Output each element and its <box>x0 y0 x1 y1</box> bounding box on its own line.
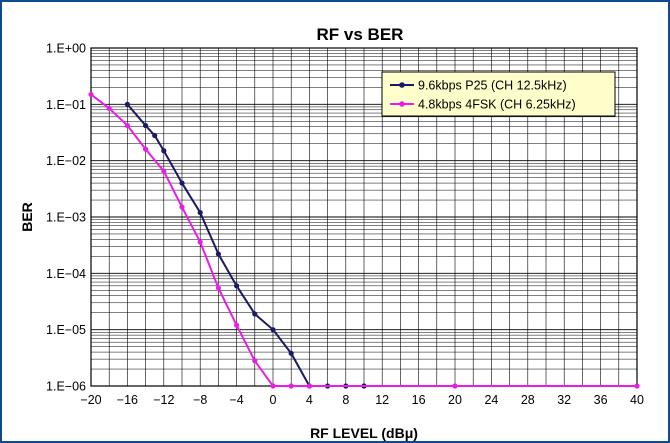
x-tick-label: −12 <box>153 393 174 407</box>
data-point <box>306 383 312 389</box>
data-point <box>143 122 149 129</box>
x-tick-label: 24 <box>484 393 498 407</box>
data-point <box>234 322 240 328</box>
y-tick-label: 1.E+00 <box>46 42 86 56</box>
x-tick-label: 12 <box>375 393 389 407</box>
x-tick-label: 40 <box>630 393 644 407</box>
x-tick-label: 0 <box>270 393 277 407</box>
data-point <box>179 180 185 186</box>
data-point <box>252 358 258 364</box>
x-tick-label: 20 <box>448 393 462 407</box>
data-point <box>152 132 158 139</box>
data-point <box>124 101 130 107</box>
x-tick-label: −4 <box>229 393 243 407</box>
series-layer <box>88 91 640 389</box>
y-tick-label: 1.E−04 <box>46 267 86 281</box>
x-tick-label: 28 <box>521 393 535 407</box>
x-tick-label: 36 <box>594 393 608 407</box>
data-point <box>270 327 276 333</box>
x-tick-label: 16 <box>412 393 426 407</box>
x-tick-label: 32 <box>557 393 571 407</box>
y-tick-label: 1.E−06 <box>46 380 86 394</box>
data-point <box>88 91 94 98</box>
legend-box <box>381 71 616 117</box>
data-point <box>288 350 294 356</box>
data-point <box>288 383 294 389</box>
x-tick-label: −8 <box>193 393 207 407</box>
x-tick-label: 4 <box>306 393 313 407</box>
data-point <box>452 383 458 389</box>
y-axis-label: BER <box>19 202 35 232</box>
data-point <box>270 383 276 389</box>
y-axis-ticks: 1.E+00 1.E−01 1.E−02 1.E−03 1.E−04 1.E−05 1.E−… <box>46 42 86 394</box>
y-tick-label: 1.E−02 <box>46 154 86 168</box>
data-point <box>634 383 640 389</box>
x-tick-label: 8 <box>342 393 349 407</box>
x-axis-label: RF LEVEL (dBμ) <box>310 425 418 441</box>
data-point <box>161 168 167 174</box>
series-2 <box>88 91 640 389</box>
chart-title: RF vs BER <box>317 25 404 44</box>
x-tick-label: −16 <box>117 393 138 407</box>
data-point <box>179 204 185 210</box>
data-point <box>197 239 203 245</box>
y-tick-label: 1.E−05 <box>46 323 86 337</box>
data-point <box>106 105 112 111</box>
y-tick-label: 1.E−01 <box>46 98 86 112</box>
data-point <box>215 285 221 291</box>
y-tick-label: 1.E−03 <box>46 211 86 225</box>
data-point <box>215 251 221 257</box>
legend: 9.6kbps P25 (CH 12.5kHz) 4.8kbps 4FSK (CH… <box>381 71 616 117</box>
data-point <box>143 146 149 152</box>
data-point <box>234 283 240 289</box>
x-tick-label: −20 <box>80 393 101 407</box>
data-point <box>197 209 203 216</box>
legend-swatch-marker <box>399 101 405 107</box>
x-axis-ticks: −20 −16 −12 −8 −4 0 4 8 12 16 20 24 28 32 36 40 <box>80 393 644 407</box>
legend-label: 9.6kbps P25 (CH 12.5kHz) <box>418 79 567 93</box>
legend-label: 4.8kbps 4FSK (CH 6.25kHz) <box>418 98 576 112</box>
data-point <box>252 311 258 317</box>
legend-swatch-marker <box>399 82 405 88</box>
data-point <box>124 122 130 129</box>
data-point <box>161 148 167 154</box>
